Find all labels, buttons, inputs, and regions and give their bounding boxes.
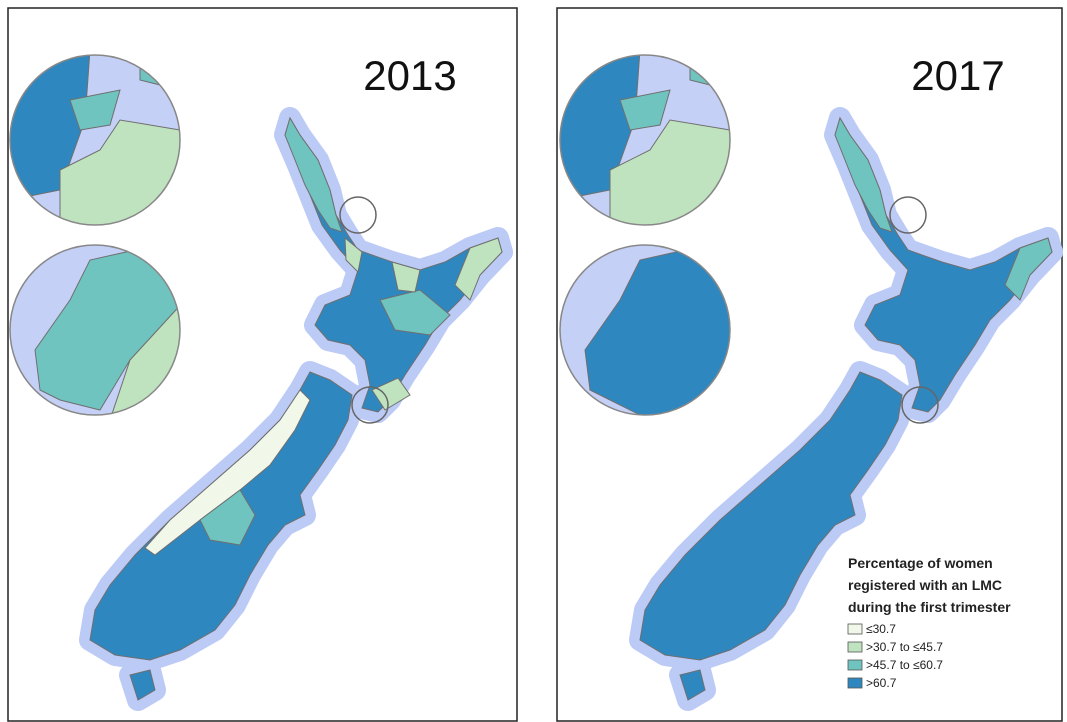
legend-label: >45.7 to ≤60.7 <box>866 658 943 672</box>
legend-title: Percentage of women <box>848 555 993 571</box>
year-label: 2013 <box>363 52 456 99</box>
legend-swatch <box>847 641 863 653</box>
legend-title: registered with an LMC <box>848 577 1002 593</box>
panel-2013: 2013 <box>7 7 518 722</box>
legend: Percentage of women registered with an LM… <box>847 555 1011 690</box>
legend-swatch <box>847 659 863 671</box>
inset-wellington <box>559 244 731 416</box>
legend-swatch <box>847 623 863 635</box>
year-label: 2017 <box>911 52 1004 99</box>
legend-swatch <box>847 677 863 689</box>
inset-wellington <box>9 244 181 416</box>
legend-label: ≤30.7 <box>866 622 896 636</box>
panel-2017: 2017 Percentage of women registered with … <box>556 7 1062 722</box>
map <box>90 118 502 700</box>
map <box>559 54 1052 700</box>
legend-label: >60.7 <box>866 676 897 690</box>
legend-title: during the first trimester <box>848 599 1011 615</box>
legend-label: >30.7 to ≤45.7 <box>866 640 943 654</box>
